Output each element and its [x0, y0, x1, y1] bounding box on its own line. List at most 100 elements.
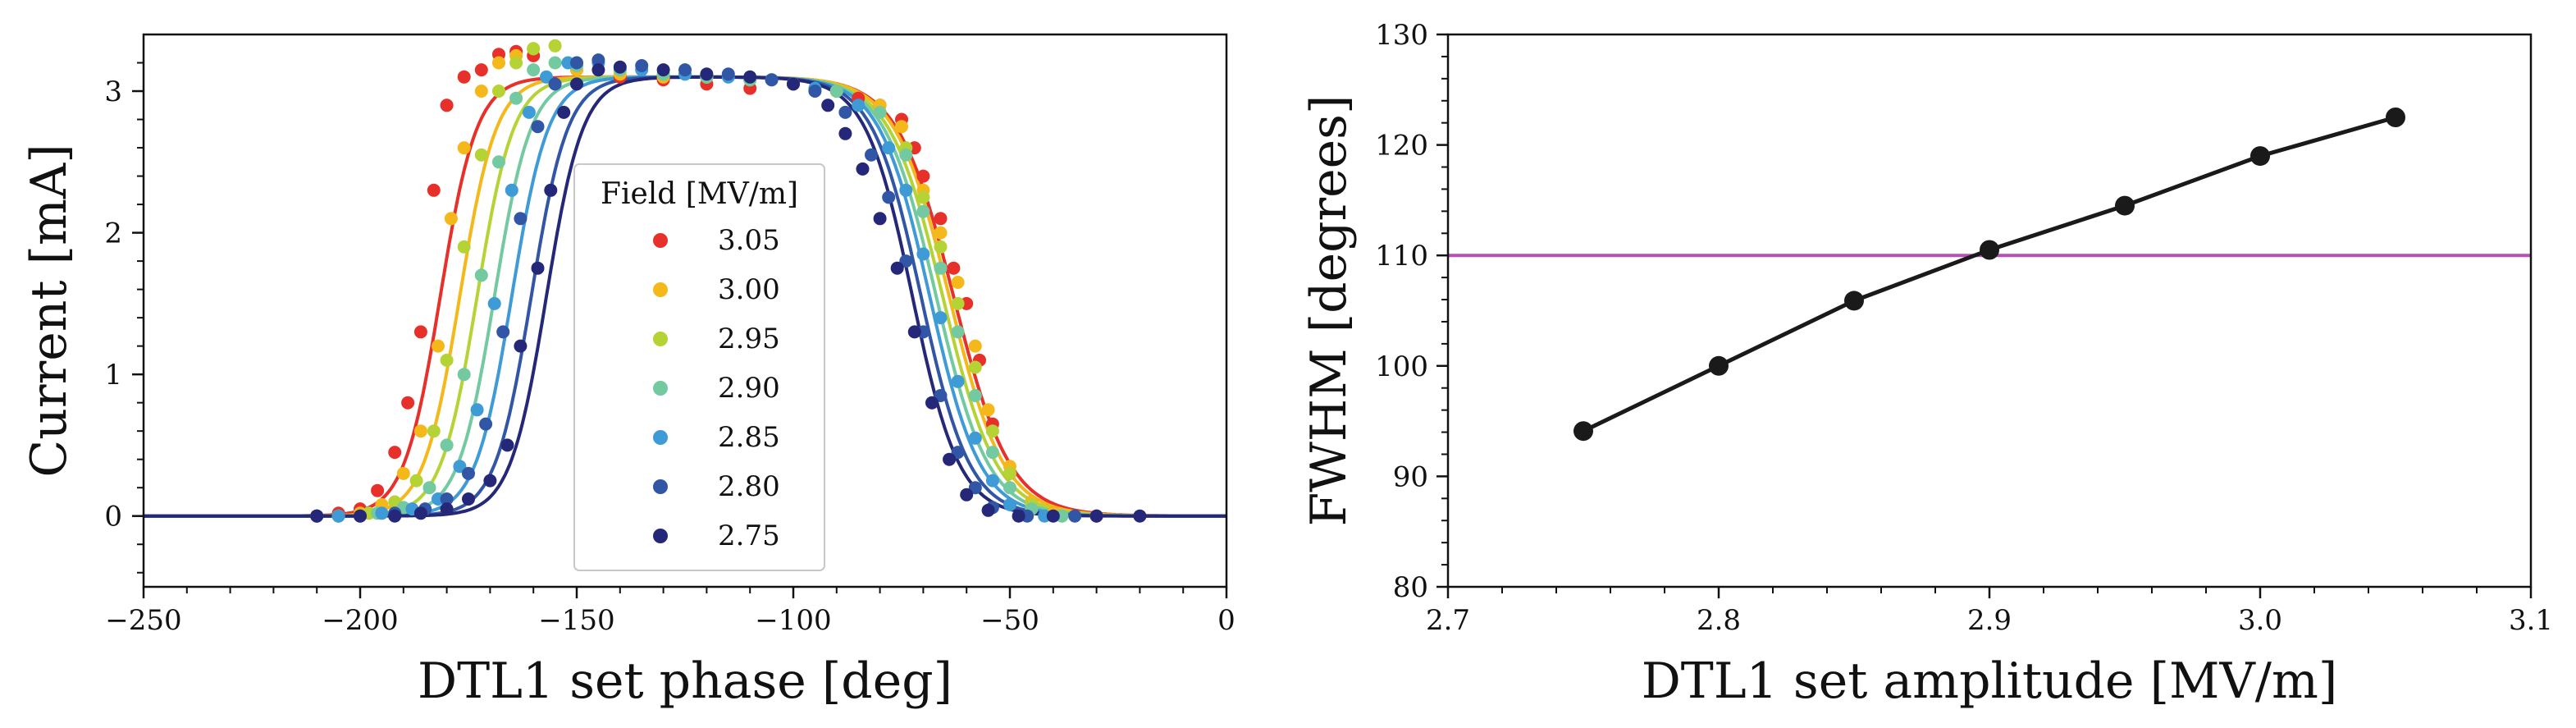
data-point-2.90: [492, 155, 505, 169]
data-point-2.75: [821, 98, 835, 112]
data-point-2.95: [527, 42, 541, 56]
data-point-2.95: [934, 240, 948, 254]
right-plot-frame: [1446, 33, 2533, 588]
data-point-2.80: [808, 85, 822, 98]
right-y-axis-label: FWHM [degrees]: [1300, 95, 1358, 527]
data-point-2.80: [765, 73, 779, 87]
data-point-2.75: [981, 503, 995, 517]
left-x-tick-label: −50: [980, 604, 1039, 637]
data-point-2.80: [462, 466, 475, 480]
data-point-3.00: [492, 56, 505, 70]
data-point-2.75: [1012, 509, 1025, 523]
data-point-2.75: [873, 212, 887, 226]
data-point-3.05: [457, 70, 471, 84]
data-point-2.90: [951, 325, 965, 339]
left-y-tick-label: 0: [104, 501, 122, 533]
data-point-2.85: [505, 183, 518, 197]
data-point-3.05: [916, 169, 930, 183]
data-point-2.90: [474, 268, 488, 282]
data-point-2.75: [907, 325, 921, 339]
legend-label-2.90: 2.90: [718, 372, 780, 405]
data-point-2.95: [474, 148, 488, 162]
data-point-3.05: [947, 261, 961, 275]
data-point-2.90: [527, 63, 541, 77]
left-data-points: [310, 39, 1147, 523]
legend-label-2.75: 2.75: [718, 520, 780, 552]
data-point-2.75: [354, 509, 367, 523]
left-y-ticks: 0 1 2 3: [104, 76, 144, 533]
data-point-2.75: [1046, 509, 1060, 523]
data-point-2.85: [1003, 497, 1016, 511]
left-y-tick-label: 1: [104, 359, 122, 391]
data-point-2.85: [852, 98, 866, 112]
data-point-2.85: [540, 70, 553, 84]
fwhm-data-point: [2386, 108, 2405, 127]
data-point-2.95: [548, 39, 562, 53]
legend-marker-2.90: [653, 381, 668, 396]
legend-label-3.00: 3.00: [718, 273, 780, 306]
data-point-2.75: [557, 105, 571, 119]
data-point-2.85: [470, 403, 484, 417]
data-point-2.85: [951, 374, 965, 388]
right-y-tick-label: 120: [1375, 130, 1428, 163]
data-point-2.90: [899, 148, 913, 162]
right-y-tick-label: 80: [1393, 571, 1428, 604]
data-point-2.95: [427, 424, 441, 438]
fwhm-data-point: [1844, 291, 1864, 311]
data-point-2.80: [479, 417, 493, 431]
data-point-2.75: [613, 60, 627, 74]
data-point-3.05: [413, 325, 427, 339]
data-point-2.95: [985, 424, 999, 438]
legend-marker-2.85: [653, 430, 668, 445]
data-point-2.80: [721, 67, 735, 81]
data-point-2.90: [440, 438, 454, 452]
data-point-2.80: [899, 254, 913, 268]
fwhm-data-point: [1709, 355, 1729, 376]
right-y-ticks: 80 90 100 110 120 130: [1375, 19, 1448, 604]
data-point-2.75: [838, 126, 852, 140]
data-point-2.75: [310, 509, 324, 523]
legend-marker-2.75: [653, 529, 668, 543]
data-point-3.05: [401, 396, 415, 410]
left-minor-ticks: [137, 62, 1185, 593]
data-point-3.05: [371, 483, 385, 497]
data-point-3.00: [895, 120, 908, 134]
left-x-ticks: −250 −200 −150 −100 −50 0: [105, 587, 1235, 637]
right-y-tick-label: 100: [1375, 350, 1428, 383]
data-point-3.05: [934, 212, 948, 226]
data-point-2.80: [514, 212, 528, 226]
data-point-2.95: [509, 56, 523, 70]
data-point-2.75: [943, 452, 957, 466]
legend-entries: 3.05 3.00 2.95 2.90 2.85 2.80 2.75: [653, 224, 780, 552]
data-point-2.90: [985, 446, 999, 460]
legend-marker-2.95: [653, 332, 668, 346]
data-point-2.80: [496, 325, 510, 339]
legend: Field [MV/m] 3.05 3.00 2.95 2.90 2.85 2.80 2.7…: [573, 163, 825, 571]
data-point-3.00: [474, 85, 488, 98]
left-x-tick-label: −150: [538, 604, 614, 637]
data-point-2.85: [522, 105, 536, 119]
data-point-2.75: [440, 502, 454, 516]
data-point-2.95: [457, 240, 471, 254]
data-point-2.80: [678, 63, 692, 77]
data-point-2.80: [635, 59, 649, 72]
data-point-2.85: [375, 506, 389, 520]
data-point-3.00: [968, 339, 982, 353]
data-point-2.80: [531, 120, 545, 134]
left-plot-frame: [142, 33, 1228, 588]
right-x-tick-label: 3.1: [2509, 604, 2553, 637]
data-point-2.80: [1068, 509, 1082, 523]
right-y-tick-label: 90: [1393, 460, 1428, 493]
left-y-tick-label: 3: [104, 76, 122, 108]
data-point-2.95: [409, 474, 423, 488]
legend-label-2.80: 2.80: [718, 470, 780, 503]
data-point-3.00: [951, 276, 965, 289]
data-point-2.85: [487, 296, 501, 310]
fwhm-vs-amplitude-chart: 2.7 2.8 2.9 3.0 3.1 80 90 100 110 120 130 DTL1 se…: [1300, 19, 2553, 710]
data-point-2.90: [1003, 481, 1016, 495]
data-point-2.75: [787, 77, 800, 91]
data-point-2.95: [1003, 466, 1016, 480]
data-point-2.95: [951, 296, 965, 310]
data-point-2.75: [413, 506, 427, 520]
fwhm-data-point: [2115, 195, 2135, 216]
